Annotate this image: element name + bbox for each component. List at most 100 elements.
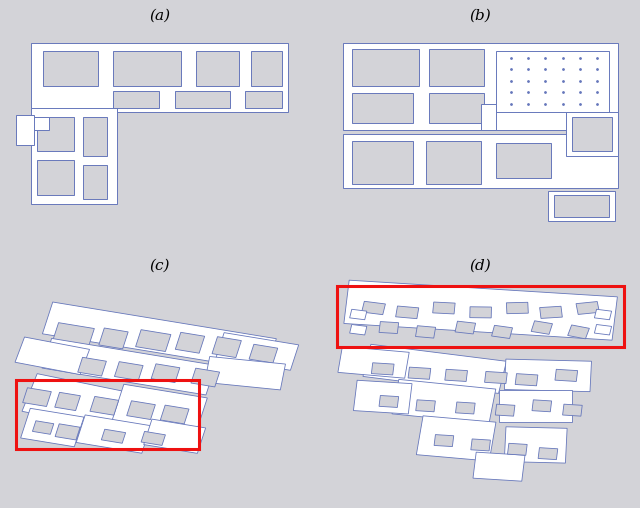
Title: (a): (a) [149,9,170,23]
Bar [37,117,74,151]
Bar [83,165,108,199]
Polygon shape [416,400,435,412]
Polygon shape [344,280,618,340]
Polygon shape [353,380,412,414]
Bar [496,51,609,112]
Bar [43,51,98,86]
Bar [554,195,609,217]
Polygon shape [455,321,476,334]
Polygon shape [101,429,125,443]
Bar [481,104,496,130]
Polygon shape [249,344,278,363]
Polygon shape [540,306,563,319]
Bar [31,43,288,112]
Bar [352,93,413,123]
Polygon shape [77,357,106,376]
Bar [31,117,49,130]
Polygon shape [568,325,589,339]
Bar [343,134,618,188]
Bar [113,90,159,108]
Bar [31,108,116,204]
Bar [15,379,199,449]
Polygon shape [456,402,475,414]
Polygon shape [415,326,436,338]
Polygon shape [22,374,125,429]
Bar [251,51,282,86]
Polygon shape [445,369,467,382]
Bar [337,286,625,347]
Bar [496,143,551,178]
Polygon shape [55,392,81,410]
Title: (c): (c) [149,259,170,273]
Polygon shape [392,379,496,424]
Polygon shape [175,332,205,353]
Polygon shape [20,408,84,447]
Bar [113,51,180,86]
Polygon shape [434,435,454,447]
Polygon shape [90,396,118,415]
Bar [426,141,481,184]
Polygon shape [379,396,399,407]
Bar [196,51,239,86]
Polygon shape [555,369,578,382]
Title: (d): (d) [470,259,492,273]
Polygon shape [484,371,508,384]
Polygon shape [191,368,220,387]
Bar [175,90,230,108]
Polygon shape [115,362,143,380]
Polygon shape [22,388,51,406]
Polygon shape [532,400,552,412]
Polygon shape [216,333,299,370]
Polygon shape [504,359,591,392]
Polygon shape [471,439,490,451]
Bar [37,160,74,195]
Polygon shape [55,424,80,440]
Polygon shape [349,325,367,335]
Polygon shape [499,390,572,422]
Polygon shape [396,306,419,319]
Polygon shape [470,307,492,318]
Polygon shape [338,346,409,378]
Bar [429,93,484,123]
Polygon shape [538,448,557,460]
Polygon shape [531,321,552,334]
Polygon shape [349,309,367,320]
Bar [352,141,413,184]
Polygon shape [563,404,582,416]
Polygon shape [363,344,506,393]
Polygon shape [33,421,54,434]
Polygon shape [473,452,525,481]
Bar [429,49,484,86]
Polygon shape [42,302,276,370]
Polygon shape [15,337,90,374]
Polygon shape [161,405,189,424]
Polygon shape [504,427,567,463]
Polygon shape [127,401,156,420]
Bar [352,49,419,86]
Polygon shape [53,323,94,345]
Bar [548,190,615,221]
Polygon shape [508,443,527,455]
Polygon shape [417,416,496,461]
Polygon shape [495,404,515,416]
Bar [572,117,612,151]
Polygon shape [595,325,612,335]
Polygon shape [492,325,513,338]
Bar [343,43,618,130]
Bar [15,114,34,145]
Polygon shape [141,431,165,446]
Polygon shape [111,384,207,436]
Polygon shape [99,328,128,349]
Polygon shape [212,337,241,358]
Polygon shape [433,302,455,314]
Polygon shape [408,367,431,379]
Polygon shape [595,309,612,320]
Polygon shape [506,302,528,313]
Polygon shape [76,415,151,453]
Polygon shape [362,301,385,314]
Polygon shape [151,364,180,383]
Polygon shape [576,302,600,314]
Polygon shape [205,357,285,390]
Polygon shape [371,363,394,375]
Title: (b): (b) [470,9,492,23]
